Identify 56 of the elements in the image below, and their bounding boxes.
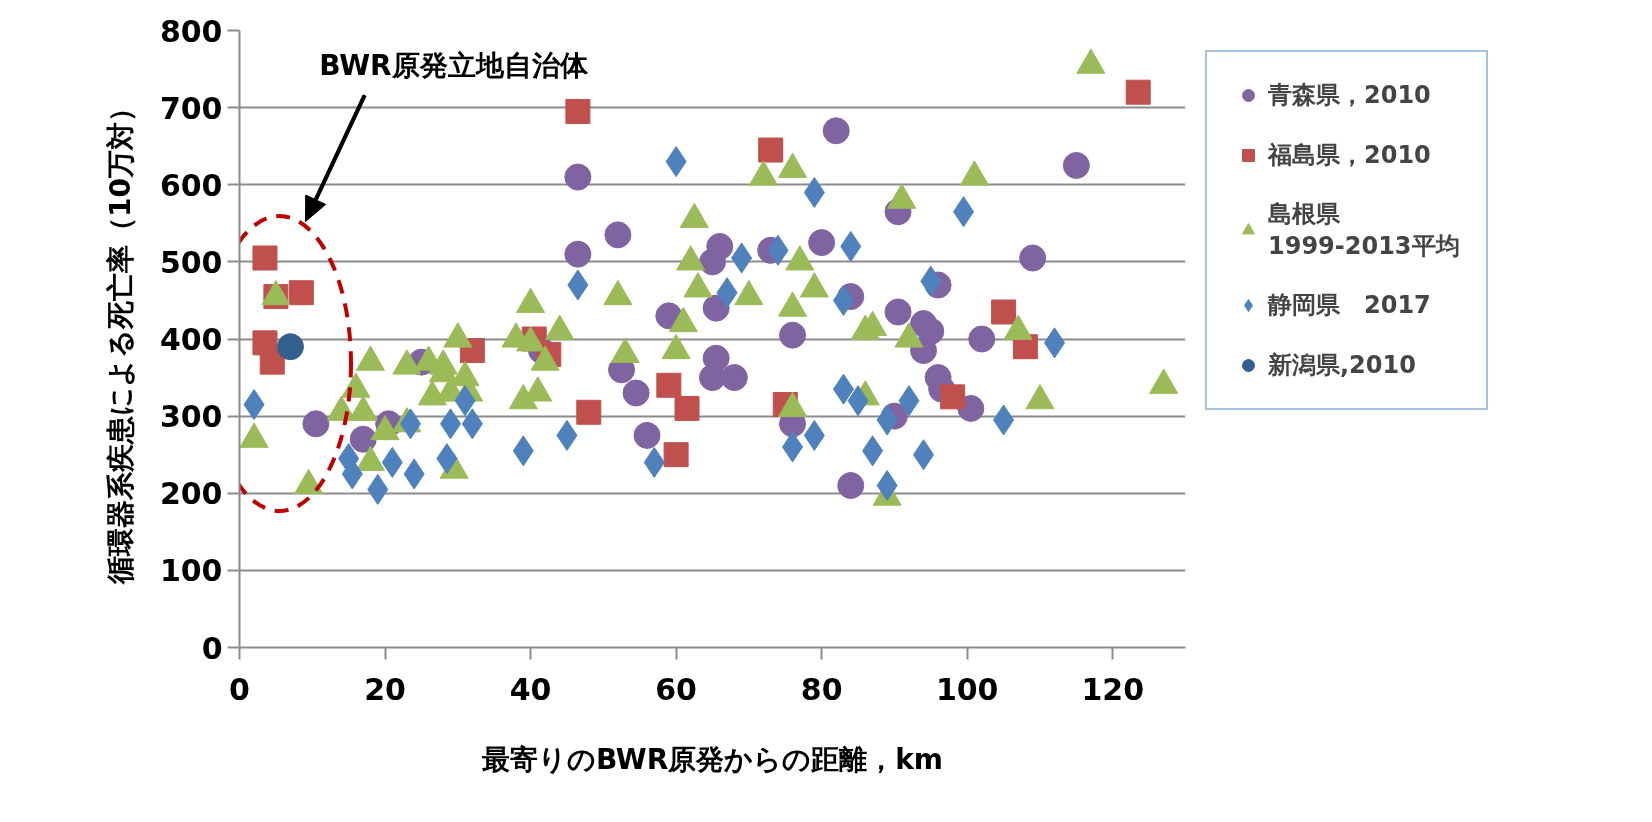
point bbox=[706, 232, 734, 260]
point bbox=[663, 442, 689, 468]
y-axis-title: 循環器系疾患による死亡率（10万対） bbox=[103, 94, 137, 585]
point bbox=[276, 333, 304, 361]
point bbox=[1062, 151, 1090, 179]
y-tick-label: 300 bbox=[159, 399, 223, 435]
point bbox=[633, 421, 661, 449]
y-tick-label: 400 bbox=[159, 322, 223, 357]
point bbox=[968, 325, 996, 353]
y-tick-label: 200 bbox=[159, 476, 223, 512]
point bbox=[884, 298, 912, 326]
point bbox=[1125, 79, 1151, 105]
legend-label: 福島県，2010 bbox=[1268, 140, 1431, 171]
point bbox=[565, 98, 591, 124]
x-tick-label: 40 bbox=[509, 671, 552, 707]
point bbox=[808, 229, 836, 257]
x-axis-title: 最寄りのBWR原発からの距離，km bbox=[480, 742, 944, 776]
point bbox=[302, 410, 330, 438]
y-tick-label: 100 bbox=[159, 553, 223, 589]
y-tick-label: 500 bbox=[159, 244, 223, 280]
point bbox=[288, 280, 314, 306]
point bbox=[720, 364, 748, 392]
y-tick-label: 700 bbox=[159, 90, 223, 126]
point bbox=[702, 344, 730, 372]
y-tick-label: 800 bbox=[159, 13, 223, 49]
point bbox=[917, 317, 945, 345]
x-tick-label: 20 bbox=[364, 671, 406, 707]
point bbox=[991, 299, 1017, 325]
annotation: BWR原発立地自治体 bbox=[319, 49, 589, 82]
point bbox=[564, 240, 592, 268]
point bbox=[622, 379, 650, 407]
point bbox=[252, 245, 278, 271]
point bbox=[1019, 244, 1047, 272]
point bbox=[564, 163, 592, 191]
legend-label: 青森県，2010 bbox=[1268, 80, 1431, 111]
legend-label: 新潟県,2010 bbox=[1268, 350, 1416, 381]
y-tick-label: 600 bbox=[159, 167, 223, 203]
point bbox=[674, 395, 700, 421]
point bbox=[758, 137, 784, 163]
point bbox=[576, 399, 602, 425]
point bbox=[604, 221, 632, 249]
legend-label: 静岡県 2017 bbox=[1268, 290, 1431, 321]
point bbox=[259, 349, 285, 375]
x-tick-label: 0 bbox=[229, 671, 250, 707]
legend-label: 島根県 1999-2013平均 bbox=[1268, 199, 1460, 262]
x-tick-label: 80 bbox=[800, 671, 843, 707]
point bbox=[822, 117, 850, 145]
y-tick-label: 0 bbox=[201, 630, 223, 666]
x-tick-label: 120 bbox=[1081, 671, 1145, 707]
point bbox=[656, 372, 682, 398]
point bbox=[779, 321, 807, 349]
point bbox=[940, 384, 966, 410]
point bbox=[837, 472, 865, 500]
point bbox=[349, 425, 377, 453]
x-tick-label: 100 bbox=[935, 671, 999, 707]
x-tick-label: 60 bbox=[655, 671, 697, 707]
